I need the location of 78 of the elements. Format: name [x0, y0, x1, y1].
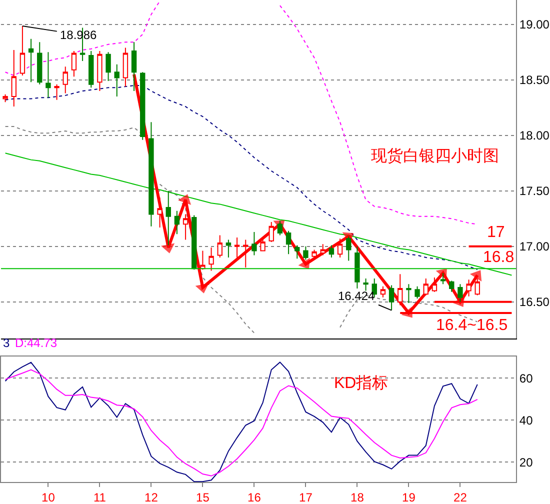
candlestick	[20, 25, 26, 76]
candlestick	[398, 274, 403, 306]
series-label: 17	[487, 224, 505, 241]
candlestick	[440, 272, 446, 285]
candlestick	[294, 244, 300, 260]
candlestick	[114, 64, 120, 98]
candlestick	[414, 286, 420, 300]
y-tick-label: 18.50	[519, 73, 550, 88]
candlestick	[226, 239, 232, 258]
candlestick	[182, 214, 188, 240]
candlestick	[320, 244, 326, 256]
candlestick	[166, 190, 171, 246]
candlestick	[303, 246, 308, 260]
candlestick	[312, 249, 317, 258]
x-tick-label: 16	[248, 490, 262, 504]
candlestick	[243, 239, 248, 268]
annotation: 16.424	[338, 289, 376, 303]
candlestick	[28, 38, 34, 83]
candlestick	[406, 284, 412, 304]
ref-line-label: 16.8	[483, 249, 514, 266]
candlestick	[363, 278, 368, 292]
y-tick-label: 40	[519, 413, 534, 428]
x-tick-label: 18	[350, 490, 364, 504]
x-tick-label: 17	[299, 490, 313, 504]
candlestick	[140, 72, 146, 140]
candlestick	[449, 280, 454, 292]
candlestick	[208, 246, 214, 272]
candlestick	[157, 197, 162, 228]
candlestick	[234, 237, 240, 258]
candlestick	[122, 47, 128, 88]
y-tick-label: 16.50	[519, 295, 550, 310]
candlestick	[46, 52, 51, 98]
candlestick	[217, 234, 222, 258]
candlestick	[54, 84, 60, 100]
annotation: KD指标	[334, 374, 388, 392]
candlestick	[148, 122, 154, 227]
candlestick	[277, 220, 283, 236]
candlestick	[260, 238, 266, 252]
x-tick-label: 19	[402, 490, 416, 504]
text: D:44.73	[15, 336, 58, 350]
y-tick-label: 60	[519, 371, 534, 386]
x-tick-label: 15	[196, 490, 210, 504]
candlestick	[380, 286, 386, 298]
candlestick	[252, 231, 257, 256]
candlestick	[286, 230, 292, 255]
x-tick-label: 12	[144, 490, 158, 504]
candlestick	[62, 66, 68, 94]
series-label: 3	[3, 336, 10, 350]
candlestick	[97, 50, 102, 92]
candlestick	[71, 50, 77, 78]
candlestick	[2, 94, 8, 103]
candlestick	[354, 246, 360, 290]
x-tick-label: 11	[93, 490, 106, 504]
candlestick	[131, 42, 137, 92]
series-label: 16.4~16.5	[436, 317, 508, 334]
candlestick	[174, 210, 180, 235]
candlestick	[200, 250, 206, 270]
candlestick	[192, 214, 197, 270]
candlestick	[88, 50, 94, 88]
candlestick	[11, 49, 16, 108]
candlestick	[106, 52, 111, 82]
candlestick	[466, 279, 472, 297]
x-tick-label: 22	[454, 490, 468, 504]
y-tick-label: 19.00	[519, 18, 550, 32]
y-tick-label: 17.50	[519, 184, 550, 198]
annotation: 现货白银四小时图	[371, 147, 499, 165]
candlestick	[37, 42, 42, 85]
candlestick	[328, 244, 334, 258]
y-tick-label: 17.00	[519, 240, 550, 254]
x-tick-label: 10	[42, 490, 56, 504]
candlestick	[423, 278, 428, 296]
candlestick	[432, 276, 438, 292]
candlestick	[346, 236, 352, 262]
y-tick-label: 20	[519, 455, 534, 470]
candlestick	[388, 284, 394, 311]
candlestick	[337, 238, 343, 258]
y-tick-label: 18.00	[519, 128, 550, 143]
candlestick	[268, 221, 274, 242]
